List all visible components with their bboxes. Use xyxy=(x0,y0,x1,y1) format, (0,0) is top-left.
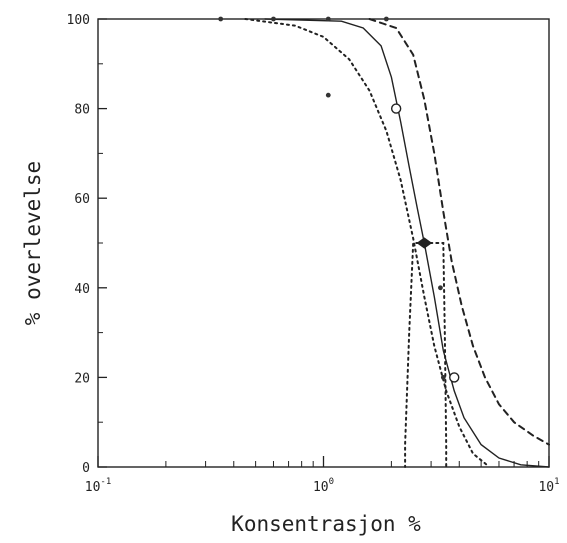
y-tick-label: 40 xyxy=(74,282,90,297)
x-tick-label: 10-1 xyxy=(85,477,112,495)
y-axis: 0 20 40 60 80 100 xyxy=(67,13,107,476)
observation-point xyxy=(438,285,443,291)
y-tick-label: 100 xyxy=(67,13,90,28)
curve-dotted-4 xyxy=(404,242,426,468)
curve-dotted-2 xyxy=(244,18,488,466)
curves xyxy=(244,18,550,468)
x-tick-label: 100 xyxy=(313,477,334,495)
x-axis-title: Konsentrasjon % xyxy=(231,512,421,536)
observation-point xyxy=(325,16,331,22)
observation-point xyxy=(218,16,224,22)
observation-open-point xyxy=(390,103,402,114)
y-tick-label: 80 xyxy=(74,103,90,118)
x-axis: 10-1 100 101 xyxy=(85,456,560,495)
y-axis-title: % overlevelse xyxy=(21,161,45,325)
y-tick-label: 20 xyxy=(74,371,90,386)
observation-point xyxy=(440,375,446,380)
curve-dashed-3 xyxy=(368,18,550,446)
y-tick-label: 60 xyxy=(74,192,90,207)
observation-point xyxy=(325,92,331,98)
curve-dotted-5 xyxy=(423,242,448,468)
lc50-marker xyxy=(416,237,433,249)
observation-point xyxy=(271,16,276,22)
y-tick-label: 0 xyxy=(82,461,90,476)
plot-frame xyxy=(97,18,550,468)
observations xyxy=(218,16,460,383)
x-tick-label: 101 xyxy=(538,477,559,495)
observation-point xyxy=(383,16,389,22)
observation-open-point xyxy=(449,372,460,383)
